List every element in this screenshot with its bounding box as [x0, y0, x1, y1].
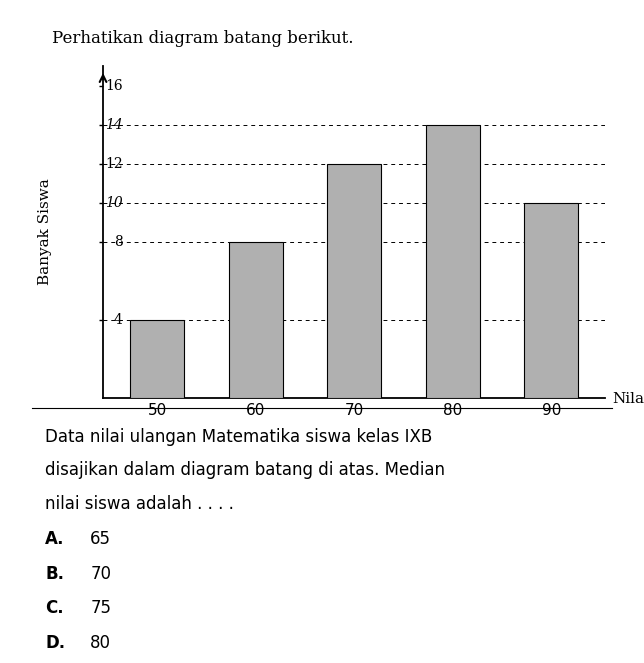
Bar — [130, 320, 184, 398]
Text: 80: 80 — [90, 634, 111, 652]
Bar — [524, 203, 578, 398]
Text: Data nilai ulangan Matematika siswa kelas IXB: Data nilai ulangan Matematika siswa kela… — [45, 428, 432, 446]
Bar — [229, 242, 283, 398]
Text: D.: D. — [45, 634, 65, 652]
Text: nilai siswa adalah . . . .: nilai siswa adalah . . . . — [45, 495, 234, 512]
Text: Nilai: Nilai — [612, 392, 644, 406]
Bar — [426, 125, 480, 398]
Text: 14: 14 — [105, 118, 123, 132]
Text: 4: 4 — [114, 313, 123, 327]
Y-axis label: Banyak Siswa: Banyak Siswa — [39, 178, 52, 286]
Text: 12: 12 — [105, 157, 123, 171]
Text: Perhatikan diagram batang berikut.: Perhatikan diagram batang berikut. — [52, 30, 353, 47]
Text: 75: 75 — [90, 599, 111, 617]
Text: 10: 10 — [105, 196, 123, 210]
Text: 16: 16 — [105, 79, 123, 93]
Text: 70: 70 — [90, 565, 111, 583]
Text: A.: A. — [45, 530, 64, 548]
Bar — [327, 164, 381, 398]
Text: B.: B. — [45, 565, 64, 583]
Text: 8: 8 — [114, 235, 123, 249]
Text: disajikan dalam diagram batang di atas. Median: disajikan dalam diagram batang di atas. … — [45, 461, 445, 479]
Text: C.: C. — [45, 599, 64, 617]
Text: 65: 65 — [90, 530, 111, 548]
